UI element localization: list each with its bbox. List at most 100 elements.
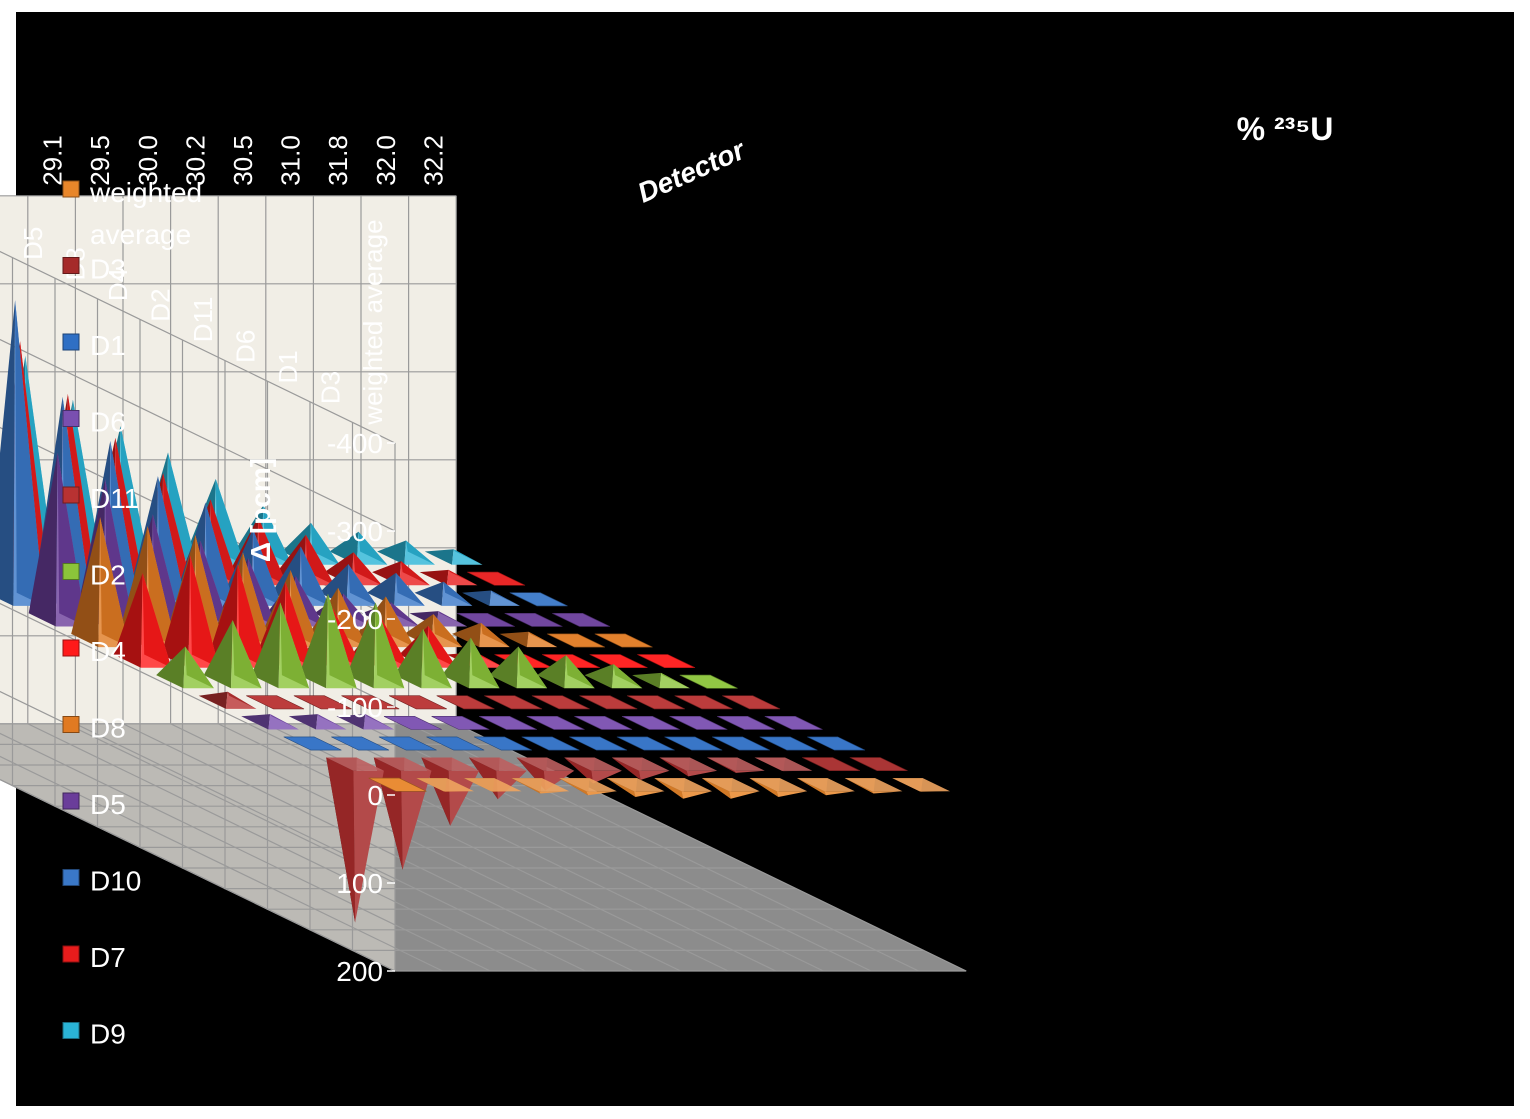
legend-label: D11 xyxy=(90,483,139,514)
enrichment-tick-label: 30.2 xyxy=(180,135,210,186)
chart-bars xyxy=(0,300,950,923)
pyramid-bar xyxy=(388,695,447,710)
detector-tick-label: D3 xyxy=(315,371,345,404)
pyramid-bar xyxy=(802,757,861,772)
pyramid-bar xyxy=(416,778,474,792)
detector-tick-label: weighted average xyxy=(358,219,388,425)
enrichment-tick-label: 28.4 xyxy=(0,135,20,186)
enrichment-gridline xyxy=(0,778,396,972)
legend-swatch xyxy=(62,180,80,198)
pyramid-bar xyxy=(288,714,347,730)
pyramid-bar xyxy=(489,646,548,689)
pyramid-bar xyxy=(849,757,908,772)
pyramid-bar xyxy=(717,715,776,730)
chart-legend: weighted average D3 D1 D6 D11 D2 D4 D8 D5 D10 D7 D9 xyxy=(62,177,202,1050)
pyramid-bar xyxy=(559,778,617,796)
pyramid-bar xyxy=(113,573,172,668)
enrichment-tick-label: 31.0 xyxy=(276,135,306,186)
z-tick-label: 100 xyxy=(336,868,383,899)
legend-entry: D9 xyxy=(62,1019,126,1050)
enrichment-tick-label: 29.5 xyxy=(85,135,115,186)
pyramid-bar xyxy=(456,612,515,627)
pyramid-bar xyxy=(341,695,400,710)
pyramid-bar xyxy=(71,517,129,648)
pyramid-bar xyxy=(759,736,818,751)
pyramid-bar xyxy=(537,655,595,689)
enrichment-tick-label: 30.0 xyxy=(133,135,163,186)
pyramid-bar xyxy=(637,654,696,669)
detector-tick-label: D4 xyxy=(103,268,133,301)
pyramid-bar xyxy=(606,778,665,797)
legend-entry: D6 xyxy=(62,407,126,438)
legend-label: weighted average xyxy=(89,177,202,250)
pyramid-bar xyxy=(511,778,570,794)
pyramid-bar xyxy=(707,757,765,773)
pyramid-bar xyxy=(749,778,808,797)
pyramid-bar xyxy=(659,757,718,777)
z-tick-label: 200 xyxy=(336,956,383,987)
pyramid-bar xyxy=(574,715,633,730)
pyramid-bar xyxy=(424,549,483,565)
pyramid-bar xyxy=(473,736,532,751)
pyramid-bar xyxy=(156,646,214,689)
pyramid-bar xyxy=(394,628,452,689)
legend-entry: D3 xyxy=(62,254,126,285)
pyramid-bar xyxy=(664,736,723,751)
pyramid-bar xyxy=(531,695,590,710)
pyramid-bar xyxy=(436,695,495,710)
legend-entry: D10 xyxy=(62,866,141,897)
pyramid-bar xyxy=(569,736,628,751)
z-axis-label: Δ [pcm] xyxy=(245,458,276,562)
legend-swatch xyxy=(62,639,80,657)
legend-swatch xyxy=(62,333,80,351)
pyramid-bar xyxy=(203,620,262,689)
z-tick-label: -100 xyxy=(327,692,383,723)
legend-entry: D1 xyxy=(62,330,126,361)
pyramid-bar xyxy=(679,674,738,689)
pyramid-bar xyxy=(484,695,543,710)
detector-tick-label: D6 xyxy=(230,330,260,363)
pyramid-bar xyxy=(892,778,950,792)
pyramid-bar xyxy=(208,564,267,668)
legend-entry: D4 xyxy=(62,636,126,667)
pyramid-bar xyxy=(336,714,395,730)
pyramid-bar xyxy=(621,715,680,730)
pyramid-bar xyxy=(611,757,670,780)
legend-label: D4 xyxy=(90,636,126,667)
pyramid-bar xyxy=(299,593,357,689)
pyramid-bar xyxy=(419,569,478,586)
z-tick-label: -200 xyxy=(327,604,383,635)
pyramid-bar xyxy=(722,695,781,710)
enrichment-gridline xyxy=(27,195,539,972)
pyramid-bar xyxy=(241,714,299,730)
pyramid-bar xyxy=(499,631,558,648)
legend-swatch xyxy=(62,1022,80,1039)
enrichment-tick-label: 29.1 xyxy=(38,135,68,186)
detector-tick-label: D1 xyxy=(273,350,303,383)
pyramid-bar xyxy=(579,695,638,710)
legend-swatch xyxy=(62,486,80,504)
pyramid-bar xyxy=(616,736,675,751)
pyramid-bar xyxy=(711,736,770,751)
pyramid-bar xyxy=(378,736,437,751)
pyramid-bar xyxy=(377,540,435,565)
legend-label: D9 xyxy=(90,1019,126,1050)
pyramid-bar xyxy=(807,736,866,751)
legend-label: D7 xyxy=(90,942,126,973)
pyramid-bar xyxy=(0,300,44,606)
detector-axis-label: Detector xyxy=(633,133,751,208)
pyramid-bar xyxy=(463,778,522,792)
pyramid-bar xyxy=(414,581,473,606)
pyramid-bar xyxy=(467,571,526,586)
legend-label: D2 xyxy=(90,560,126,591)
legend-swatch xyxy=(62,410,80,427)
legend-swatch xyxy=(62,869,80,886)
pyramid-bar xyxy=(509,592,568,607)
legend-label: D6 xyxy=(90,407,126,438)
enrichment-gridline xyxy=(0,755,443,972)
legend-entry: D11 xyxy=(62,483,139,514)
detector-tick-label: D5 xyxy=(18,227,48,260)
enrichment-gridline xyxy=(122,195,634,972)
enrichment-axis-label: % ²³⁵U xyxy=(1237,111,1334,147)
